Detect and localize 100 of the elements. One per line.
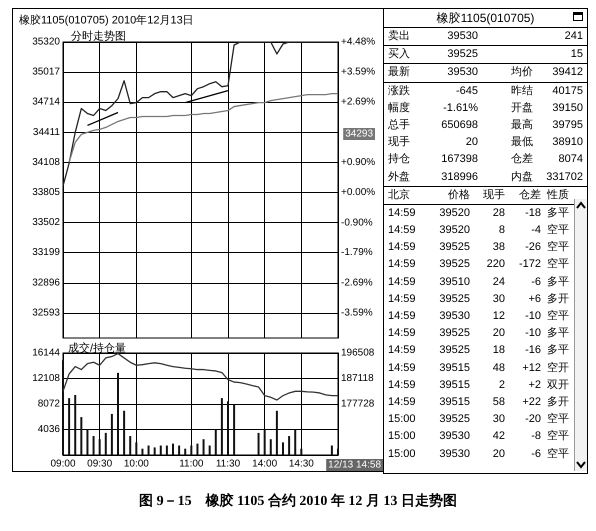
bar [98,439,101,455]
bar [154,447,156,455]
line-series [68,93,339,163]
y2-tick-label: 196508 [341,348,375,358]
y2-tick-label: +0.90% [341,156,376,168]
bar [220,398,223,455]
bar [178,446,180,455]
y2-tick-label: 187118 [341,373,374,384]
text: 卖出 39530 241 [388,30,583,42]
y-tick-label: 34411 [32,126,60,138]
y2-tick-label: +4.48% [341,36,376,48]
text: 14:59 39520 28 -18 多平 [388,206,569,219]
bar [270,439,272,455]
text: 14:59 39525 18 -16 多平 [388,344,569,356]
bar [86,430,88,455]
text: 14:59 39515 58 +22 多开 [388,396,569,408]
chart-title: 橡胶1105(010705) 2010年12月13日 [19,14,194,26]
text: 14:59 39515 2 +2 双开 [388,378,569,391]
y2-tick-label: -0.90% [341,217,373,228]
bar [227,401,229,455]
x-tick-label: 14:00 [252,458,278,470]
text: 14:59 39525 30 +6 多开 [388,292,569,305]
text: 15:00 39530 42 -8 空平 [388,430,569,442]
y-tick-label: 34714 [32,96,60,108]
x-tick-label: 10:00 [124,458,150,470]
bar [337,448,339,455]
y-tick-label: 8072 [38,398,60,410]
text: 14:59 39525 20 -10 多平 [388,327,569,340]
bar [196,444,198,455]
bar [141,448,144,455]
chart-subtitle: 分时走势图 [71,30,126,42]
bar [166,446,168,455]
bar [300,448,302,455]
text: 总手 650698 最高 39795 [388,118,583,131]
bar [104,432,107,455]
bar [148,446,150,455]
caption: 图 9－15 橡胶 1105 合约 2010 年 12 月 13 日走势图 [138,492,458,510]
bar [92,436,95,455]
bar [68,398,70,455]
bar [202,439,205,455]
bar [80,417,82,455]
bar [233,404,236,455]
bar [117,372,119,455]
y-tick-label: 12108 [32,373,60,384]
text: 14:59 39530 12 -10 空平 [388,310,569,322]
y2-tick-label: -1.79% [341,247,373,258]
y-tick-label: 33199 [32,247,60,258]
bar [264,430,266,455]
x-tick-label: 09:00 [50,458,76,470]
bar [276,410,278,455]
text: 14:59 39510 24 -6 多平 [388,276,569,288]
bar [294,430,296,455]
bar [74,394,76,455]
y-tick-label: 35017 [32,66,60,78]
text: 14:59 39520 8 -4 空平 [388,224,569,236]
x-tick-label: 11:00 [179,458,204,470]
text: 14:59 39515 48 +12 空开 [388,362,569,374]
text: 涨跌 -645 昨结 40175 [388,84,583,97]
text: 幅度 -1.61% 开盘 39150 [388,102,583,114]
y-tick-label: 32593 [32,307,60,318]
y-tick-label: 4036 [38,424,60,435]
text: 14:59 39525 220 -172 空平 [388,258,569,270]
bar [288,436,290,455]
y-tick-label: 32896 [32,277,60,288]
text: 买入 39525 15 [388,48,583,60]
x-tick-label: 14:30 [288,458,314,470]
text: 外盘 318996 内盘 331702 [388,170,583,182]
text: 最新 39530 均价 39412 [388,66,583,78]
y2-tick-label: +3.59% [341,66,376,78]
bar [110,414,113,455]
text: 14:59 39525 38 -26 空平 [388,241,569,254]
text: 12/13 14:58 [328,460,382,470]
y-tick-label: 33805 [32,186,60,198]
bar [330,446,333,455]
y2-tick-label: +2.69% [341,96,376,108]
bar [129,436,132,455]
bar [258,432,260,455]
text: 现手 20 最低 38910 [388,136,583,148]
text: 持仓 167398 仓差 8074 [388,153,583,166]
y-tick-label: 16144 [32,348,60,358]
bar [190,446,192,455]
bar [282,442,284,455]
bar [214,430,217,455]
x-tick-label: 11:30 [216,458,241,470]
y-tick-label: 35320 [32,36,60,48]
y2-tick-label: -2.69% [341,277,373,288]
bar [160,446,162,455]
bar [208,446,211,455]
text: 15:00 39525 30 -20 空平 [388,413,569,426]
y2-tick-label: -3.59% [341,308,373,319]
y-tick-label: 34108 [32,156,60,168]
x-tick-label: 09:30 [87,458,113,470]
text: 15:00 39530 20 -6 空平 [388,448,569,460]
bar [184,448,186,455]
bar [62,360,64,455]
y-tick-label: 33502 [32,217,60,228]
text: 橡胶1105(010705) [384,9,587,28]
y2-tick-label: 177728 [341,398,375,410]
y2-tick-label: +0.00% [341,187,376,198]
text: 34293 [345,128,374,140]
